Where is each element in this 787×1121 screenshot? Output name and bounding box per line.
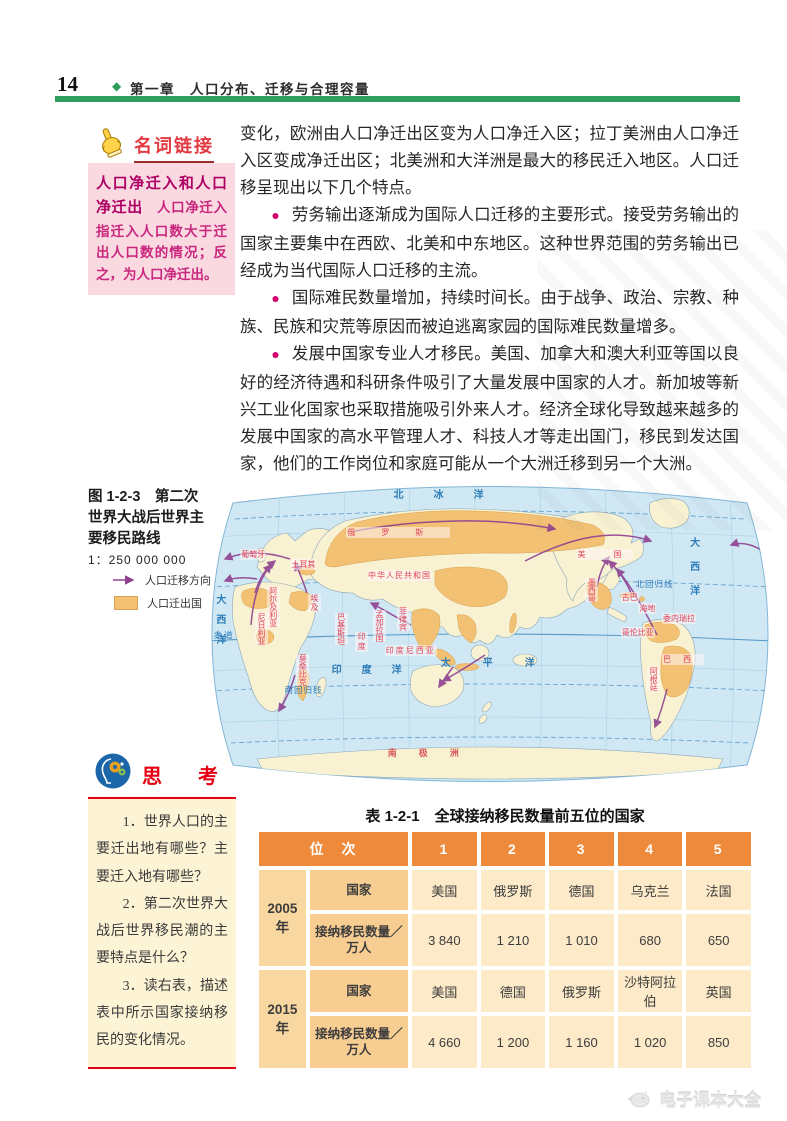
map-label-turkey: 土耳其 [290, 558, 317, 570]
map-label-haiti: 海地 [638, 603, 657, 615]
map-label-india: 印度 [355, 632, 369, 652]
map-label-tropic-of-cancer: 北回归线 [635, 578, 674, 589]
pointing-hand-icon [94, 126, 126, 158]
immigration-table: 位 次 1 2 3 4 5 2005 年 国家 美国 俄罗斯 德国 乌克兰 法国… [255, 828, 755, 1072]
migration-arrow-icon [113, 575, 135, 585]
map-label-mexico: 墨西哥 [585, 577, 599, 602]
map-label-tropic-of-capricorn: 南回归线 [284, 685, 323, 696]
map-label-argentina: 阿根廷 [647, 666, 661, 691]
note-link-box: 人口净迁入和人口净迁出 人口净迁入指迁入人口数大于迁出人口数的情况；反之，为人口… [88, 163, 235, 296]
site-watermark: 电子课本大全 [625, 1086, 761, 1111]
body-text: 变化，欧洲由人口净迁出区变为人口净迁入区；拉丁美洲由人口净迁入区变成净迁出区；北… [240, 120, 739, 477]
rank-header: 位 次 [259, 832, 409, 866]
paragraph-bullet-3: ● 发展中国家专业人才移民。美国、加拿大和澳大利亚等国以良好的经济待遇和科研条件吸… [240, 344, 739, 473]
year-2005: 2005 年 [259, 870, 306, 966]
think-question-3: 3．读右表，描述表中所示国家接纳移民的变化情况。 [96, 978, 228, 1049]
bullet-icon: ● [271, 209, 280, 224]
map-label-china: 中华人民共和国 [367, 569, 433, 581]
map-label-mozambique: 莫桑比克 [296, 654, 310, 687]
header-rule [55, 96, 740, 102]
watermark-text: 电子课本大全 [659, 1091, 761, 1110]
think-questions: 1．世界人口的主要迁出地有哪些？主要迁入地有哪些？ 2．第二次世界大战后世界移民… [88, 797, 236, 1069]
figure-caption: 图 1-2-3 第二次 世界大战后世界主 要移民路线 [88, 489, 204, 547]
map-label-arctic-ocean: 北冰洋 [393, 489, 514, 501]
map-label-indonesia: 印度尼西亚 [384, 644, 437, 656]
table-row: 2005 年 国家 美国 俄罗斯 德国 乌克兰 法国 [259, 870, 751, 966]
table-row: 接纳移民数量／万人 3 840 1 210 1 010 680 650 [259, 914, 751, 966]
map-label-algeria: 阿尔及利亚 [266, 587, 280, 628]
map-scale: 1：250 000 000 [88, 553, 187, 567]
paragraph-bullet-1: ● 劳务输出逐渐成为国际人口迁移的主要形式。接受劳务输出的国家主要集中在西欧、北美… [240, 205, 739, 280]
emigration-country-swatch [114, 596, 138, 610]
think-title: 思 考 [142, 766, 226, 788]
whale-icon [627, 1091, 650, 1107]
bullet-icon: ● [271, 292, 280, 307]
note-body: 人口净迁入指迁入人口数大于迁出人口数的情况；反之，为人口净迁出。 [96, 200, 227, 283]
map-label-indian-ocean: 印度洋 [331, 664, 422, 676]
paragraph-intro: 变化，欧洲由人口净迁出区变为人口净迁入区；拉丁美洲由人口净迁入区变成净迁出区；北… [240, 124, 739, 197]
bullet-icon: ● [271, 348, 280, 363]
legend-arrow-label: 人口迁移方向 [145, 575, 211, 587]
map-label-egypt: 埃及 [308, 593, 322, 612]
map-label-russia: 俄罗斯 [346, 527, 451, 539]
map-label-usa: 美 国 [576, 549, 633, 561]
table-row: 2015 年 国家 美国 德国 俄罗斯 沙特阿拉伯 英国 [259, 970, 751, 1068]
map-label-cuba: 古巴 [620, 592, 639, 604]
chapter-diamond-icon: ◆ [112, 79, 122, 93]
table-header-row: 位 次 1 2 3 4 5 [259, 832, 751, 866]
map-label-equator-label: 赤道 [213, 629, 235, 640]
note-lead: 人口净迁入和人口净迁出 [96, 176, 227, 217]
think-question-2: 2．第二次世界大战后世界移民潮的主要特点是什么？ [96, 896, 228, 967]
map-label-nigeria: 尼日利亚 [254, 612, 268, 645]
paragraph-bullet-2: ● 国际难民数量增加，持续时间长。由于战争、政治、宗教、种族、民族和灾荒等原因而被… [240, 288, 739, 336]
world-migration-map: 北冰洋 太平洋 印度洋 大西洋 大西洋 南极洲 赤道 北回归线 南回归线 俄罗斯 中华人民共和国 印度… [195, 475, 785, 793]
map-label-antarctica: 南极洲 [387, 748, 481, 759]
map-label-pakistan: 巴基斯坦 [334, 612, 348, 645]
table-title: 表 1-2-1 全球接纳移民数量前五位的国家 [365, 808, 645, 825]
map-label-atlantic-ocean-west: 大西洋 [213, 593, 225, 654]
map-graphic [211, 486, 769, 782]
think-icon [94, 752, 132, 790]
map-label-colombia: 哥伦比亚 [620, 627, 655, 639]
map-legend: 人口迁移方向 人口迁出国 [112, 572, 242, 618]
table-row: 接纳移民数量／万人 4 660 1 200 1 160 1 020 850 [259, 1016, 751, 1068]
legend-box-label: 人口迁出国 [147, 598, 202, 610]
map-label-portugal: 葡萄牙 [240, 549, 267, 561]
map-label-atlantic-ocean-east: 大西洋 [687, 536, 699, 609]
map-label-brazil: 巴西 [662, 654, 705, 666]
think-question-1: 1．世界人口的主要迁出地有哪些？主要迁入地有哪些？ [96, 815, 228, 885]
note-link-title: 名词链接 [134, 132, 214, 164]
page-number: 14 [57, 72, 78, 96]
year-2015: 2015 年 [259, 970, 306, 1068]
chapter-title: 第一章 人口分布、迁移与合理容量 [130, 82, 370, 97]
map-label-venezuela: 委内瑞拉 [662, 612, 697, 624]
map-label-pacific-ocean: 太平洋 [440, 658, 567, 670]
map-label-philippines: 菲律宾 [396, 606, 410, 631]
map-label-bangladesh: 孟加拉国 [372, 609, 386, 642]
